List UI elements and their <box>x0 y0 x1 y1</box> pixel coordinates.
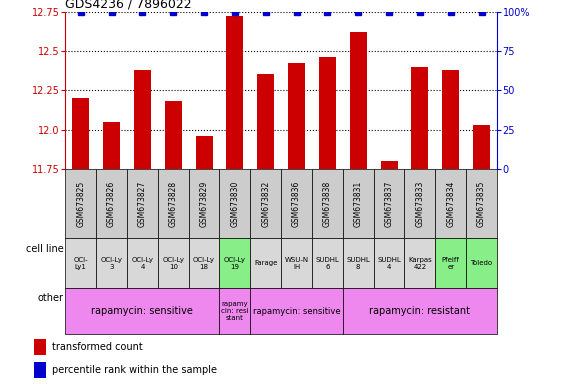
Text: GSM673832: GSM673832 <box>261 180 270 227</box>
Bar <box>404 169 435 238</box>
Bar <box>466 169 497 238</box>
Bar <box>227 16 243 169</box>
Text: GSM673828: GSM673828 <box>169 180 178 227</box>
Text: OCI-Ly
10: OCI-Ly 10 <box>162 257 184 270</box>
Text: rapamycin: sensitive: rapamycin: sensitive <box>253 306 340 316</box>
Bar <box>288 63 305 169</box>
Bar <box>189 169 219 238</box>
Bar <box>473 125 490 169</box>
Bar <box>381 161 398 169</box>
Bar <box>435 238 466 288</box>
Text: GSM673827: GSM673827 <box>138 180 147 227</box>
Text: SUDHL
8: SUDHL 8 <box>346 257 370 270</box>
Bar <box>65 238 96 288</box>
Text: Karpas
422: Karpas 422 <box>408 257 432 270</box>
Text: Farage: Farage <box>254 260 277 266</box>
Bar <box>195 136 212 169</box>
Text: SUDHL
6: SUDHL 6 <box>315 257 339 270</box>
Bar <box>319 57 336 169</box>
Text: OCI-Ly
18: OCI-Ly 18 <box>193 257 215 270</box>
Bar <box>65 169 96 238</box>
Bar <box>250 238 281 288</box>
Text: WSU-N
IH: WSU-N IH <box>285 257 308 270</box>
Bar <box>281 169 312 238</box>
Bar <box>250 169 281 238</box>
Text: percentile rank within the sample: percentile rank within the sample <box>52 365 217 375</box>
Text: rapamy
cin: resi
stant: rapamy cin: resi stant <box>221 301 249 321</box>
Bar <box>219 288 250 334</box>
Bar <box>250 288 343 334</box>
Text: other: other <box>38 293 64 303</box>
Bar <box>96 169 127 238</box>
Bar <box>165 101 182 169</box>
Text: Toledo: Toledo <box>470 260 492 266</box>
Bar <box>34 362 46 378</box>
Text: rapamycin: resistant: rapamycin: resistant <box>369 306 470 316</box>
Bar <box>466 238 497 288</box>
Text: OCI-Ly
4: OCI-Ly 4 <box>131 257 153 270</box>
Bar <box>411 67 428 169</box>
Bar <box>158 238 189 288</box>
Text: GSM673834: GSM673834 <box>446 180 455 227</box>
Bar <box>34 339 46 355</box>
Text: GSM673836: GSM673836 <box>292 180 301 227</box>
Bar <box>72 98 89 169</box>
Text: OCI-
Ly1: OCI- Ly1 <box>73 257 88 270</box>
Bar <box>103 122 120 169</box>
Bar <box>404 238 435 288</box>
Bar <box>281 238 312 288</box>
Bar <box>219 169 250 238</box>
Bar <box>374 238 404 288</box>
Bar <box>158 169 189 238</box>
Text: GSM673831: GSM673831 <box>354 180 363 227</box>
Text: Pfeiff
er: Pfeiff er <box>442 257 460 270</box>
Text: OCI-Ly
3: OCI-Ly 3 <box>101 257 123 270</box>
Text: GDS4236 / 7896022: GDS4236 / 7896022 <box>65 0 192 10</box>
Bar <box>343 288 497 334</box>
Bar <box>189 238 219 288</box>
Bar <box>350 32 367 169</box>
Bar <box>127 238 158 288</box>
Text: GSM673829: GSM673829 <box>199 180 208 227</box>
Text: GSM673835: GSM673835 <box>477 180 486 227</box>
Bar <box>219 238 250 288</box>
Text: GSM673830: GSM673830 <box>231 180 239 227</box>
Bar <box>65 288 219 334</box>
Text: GSM673838: GSM673838 <box>323 180 332 227</box>
Bar <box>134 70 151 169</box>
Text: GSM673837: GSM673837 <box>385 180 394 227</box>
Bar <box>374 169 404 238</box>
Bar <box>96 238 127 288</box>
Bar <box>442 70 459 169</box>
Bar <box>312 169 343 238</box>
Text: GSM673833: GSM673833 <box>415 180 424 227</box>
Text: cell line: cell line <box>26 244 64 254</box>
Text: transformed count: transformed count <box>52 342 143 352</box>
Text: rapamycin: sensitive: rapamycin: sensitive <box>91 306 193 316</box>
Text: GSM673825: GSM673825 <box>76 180 85 227</box>
Bar <box>257 74 274 169</box>
Text: GSM673826: GSM673826 <box>107 180 116 227</box>
Bar <box>312 238 343 288</box>
Bar <box>435 169 466 238</box>
Bar <box>343 238 374 288</box>
Text: SUDHL
4: SUDHL 4 <box>377 257 401 270</box>
Bar <box>127 169 158 238</box>
Text: OCI-Ly
19: OCI-Ly 19 <box>224 257 246 270</box>
Bar <box>343 169 374 238</box>
